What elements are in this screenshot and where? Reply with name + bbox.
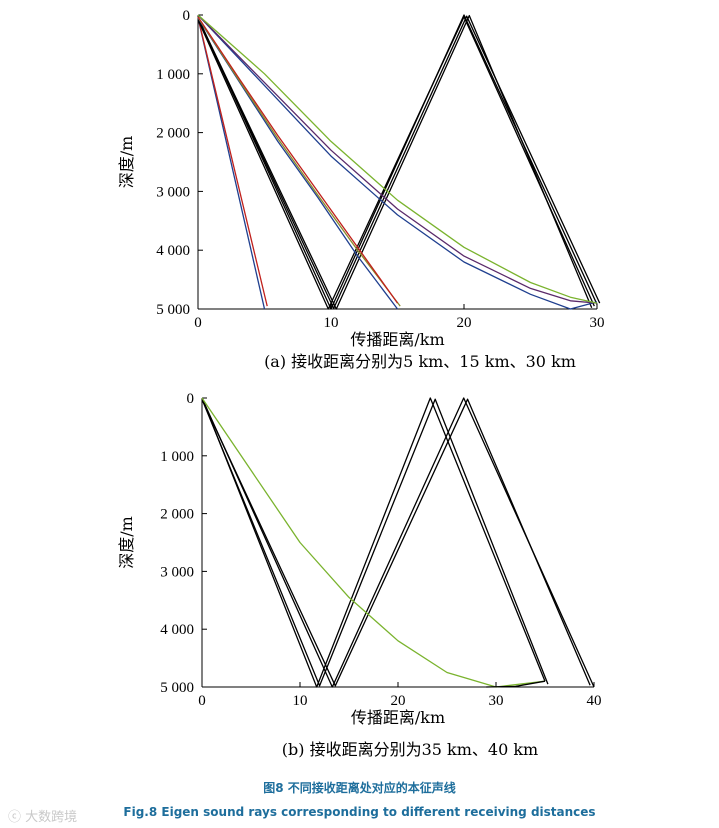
chart-a-y-tick-label: 0 bbox=[183, 8, 191, 24]
chart-b-subtitle: (b) 接收距离分别为35 km、40 km bbox=[282, 740, 538, 759]
chart-b-y-tick-label: 2 000 bbox=[160, 507, 194, 523]
chart-b-y-tick-label: 3 000 bbox=[160, 564, 194, 580]
chart-b-ray-line bbox=[201, 397, 546, 688]
chart-b-x-tick-label: 40 bbox=[587, 693, 602, 709]
chart-b-y-tick-label: 4 000 bbox=[160, 622, 194, 638]
chart-a-x-tick-label: 30 bbox=[590, 315, 605, 331]
chart-a-x-tick-label: 10 bbox=[324, 315, 339, 331]
chart-a-y-tick-label: 1 000 bbox=[156, 67, 190, 83]
chart-a-ray-line bbox=[197, 14, 598, 304]
chart-a-ray-line bbox=[197, 17, 401, 307]
watermark-logo: ⓒ 大数跨境 bbox=[8, 810, 78, 825]
chart-a-ray-line bbox=[197, 14, 598, 310]
chart-b-ray-line bbox=[486, 680, 546, 688]
chart-b-y-axis-label: 深度/m bbox=[117, 516, 136, 569]
chart-a-y-axis-label: 深度/m bbox=[117, 136, 136, 189]
chart-a-ray-line bbox=[197, 16, 399, 304]
chart-a-y-tick-label: 2 000 bbox=[156, 126, 190, 142]
chart-b-ray-line bbox=[201, 398, 549, 687]
figure-caption-cn: 图8 不同接收距离处对应的本征声线 bbox=[263, 781, 456, 795]
chart-a-y-tick-label: 5 000 bbox=[156, 302, 190, 318]
chart-b-x-tick-label: 20 bbox=[391, 693, 406, 709]
chart-a-x-tick-label: 20 bbox=[457, 315, 472, 331]
chart-a-x-tick-label: 0 bbox=[194, 315, 202, 331]
chart-b-x-tick-label: 30 bbox=[489, 693, 504, 709]
chart-b-ray-line bbox=[201, 397, 546, 688]
chart-b-x-tick-label: 0 bbox=[198, 693, 206, 709]
figure-caption-en: Fig.8 Eigen sound rays corresponding to … bbox=[123, 805, 596, 819]
chart-a-ray-line bbox=[197, 17, 268, 307]
chart-b-y-tick-label: 0 bbox=[187, 391, 195, 407]
chart-a-ray-line bbox=[197, 14, 593, 310]
chart-b-y-tick-label: 1 000 bbox=[160, 449, 194, 465]
chart-b-y-tick-label: 5 000 bbox=[160, 680, 194, 696]
chart-b-ray-line bbox=[201, 398, 591, 687]
chart-a-ray-line bbox=[197, 16, 595, 310]
chart-a-ray-line bbox=[197, 15, 601, 310]
chart-a-ray-line bbox=[197, 14, 598, 310]
chart-a-x-axis-label: 传播距离/km bbox=[350, 330, 444, 349]
chart-a-subtitle: (a) 接收距离分别为5 km、15 km、30 km bbox=[264, 352, 576, 371]
chart-a-y-tick-label: 4 000 bbox=[156, 243, 190, 259]
chart-a-ray-line bbox=[197, 14, 598, 304]
chart-b-x-axis-label: 传播距离/km bbox=[351, 708, 445, 727]
chart-b-x-tick-label: 10 bbox=[293, 693, 308, 709]
chart-a-y-tick-label: 3 000 bbox=[156, 184, 190, 200]
